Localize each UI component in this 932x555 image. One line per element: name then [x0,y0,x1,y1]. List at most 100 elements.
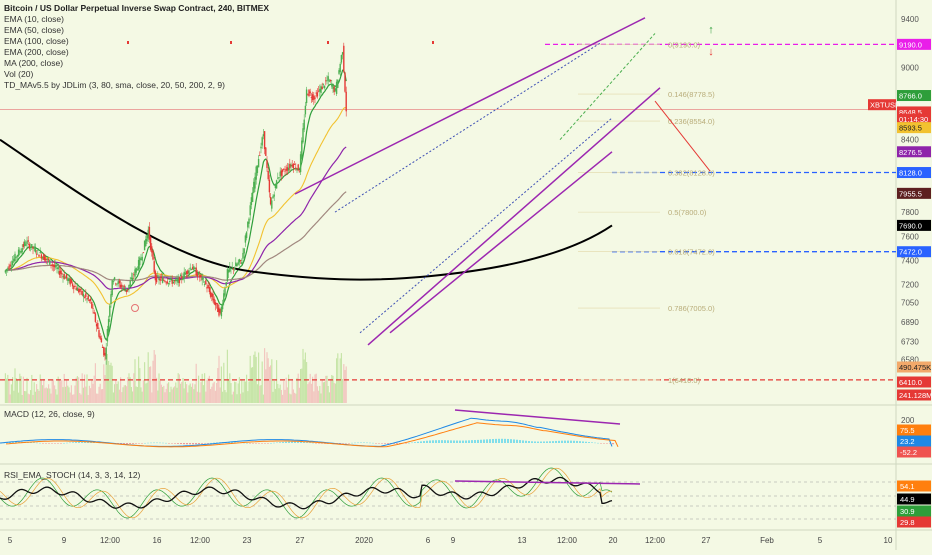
candle[interactable] [133,274,135,276]
candle[interactable] [75,287,77,291]
candle[interactable] [69,278,71,285]
candle[interactable] [334,88,337,91]
indicator-ema50[interactable]: EMA (50, close) [4,25,64,35]
candle[interactable] [205,280,207,285]
candle[interactable] [297,164,299,171]
candle[interactable] [33,246,35,249]
candle[interactable] [149,236,152,250]
candle[interactable] [253,181,255,193]
candle[interactable] [247,221,249,228]
candle[interactable] [34,248,37,253]
candle[interactable] [281,169,284,173]
candle[interactable] [111,280,113,296]
candle[interactable] [223,293,225,303]
candle[interactable] [70,279,73,283]
candle[interactable] [237,262,239,265]
candle[interactable] [197,272,200,275]
candle[interactable] [68,277,70,282]
candle[interactable] [326,80,328,82]
candle[interactable] [178,277,181,284]
candle[interactable] [92,308,94,309]
candle[interactable] [196,273,199,277]
candle[interactable] [17,249,20,256]
candle[interactable] [95,324,98,327]
candle[interactable] [39,251,41,254]
candle[interactable] [299,154,302,173]
candle[interactable] [289,163,291,169]
candle[interactable] [166,281,169,284]
candle[interactable] [260,146,262,149]
candle[interactable] [45,258,47,261]
rsi-label[interactable]: RSI_EMA_STOCH (14, 3, 3, 14, 12) [4,470,141,480]
candle[interactable] [220,306,223,317]
candle[interactable] [63,274,65,279]
candle[interactable] [283,168,285,170]
candle[interactable] [177,278,179,283]
candle[interactable] [71,283,74,287]
trend-channel-line[interactable] [389,151,613,334]
candle[interactable] [46,258,49,260]
candle[interactable] [122,287,124,290]
candle[interactable] [32,246,34,249]
candle[interactable] [136,269,139,270]
candle[interactable] [40,254,43,259]
candle[interactable] [76,287,79,291]
candle[interactable] [339,63,341,73]
candle[interactable] [304,105,307,115]
candle[interactable] [55,264,57,268]
indicator-td-ma[interactable]: TD_MAv5.5 by JDLim (3, 80, sma, close, 2… [4,80,225,90]
candle[interactable] [153,261,155,272]
candle[interactable] [134,269,136,277]
candle[interactable] [93,312,95,314]
indicator-ema200[interactable]: EMA (200, close) [4,47,69,57]
candle[interactable] [148,226,151,240]
candle[interactable] [4,270,7,273]
candle[interactable] [325,80,327,82]
candle[interactable] [256,165,259,173]
candle[interactable] [215,302,218,305]
candle[interactable] [86,298,88,300]
macd-label[interactable]: MACD (12, 26, close, 9) [4,409,95,419]
candle[interactable] [107,319,110,335]
candle[interactable] [163,279,165,281]
candle[interactable] [221,303,224,310]
candle[interactable] [275,180,278,189]
candle[interactable] [58,271,61,275]
candle[interactable] [176,280,178,282]
candle[interactable] [139,257,141,266]
candle[interactable] [10,265,13,267]
indicator-vol[interactable]: Vol (20) [4,69,34,79]
candle[interactable] [21,247,23,253]
candle[interactable] [323,85,326,89]
ema-200-line[interactable] [5,191,347,282]
candle[interactable] [157,275,159,277]
candle[interactable] [161,277,164,283]
candle[interactable] [53,264,56,268]
candle[interactable] [8,266,10,269]
candle[interactable] [340,55,343,63]
candle[interactable] [23,241,26,247]
candle[interactable] [103,347,105,356]
candle[interactable] [224,288,226,296]
candle[interactable] [290,164,292,167]
candle[interactable] [338,70,340,74]
candle[interactable] [141,256,143,261]
candle[interactable] [91,301,93,309]
candle[interactable] [200,274,202,278]
candle[interactable] [335,81,338,94]
candle[interactable] [333,86,335,93]
candle[interactable] [62,276,64,278]
candle[interactable] [152,250,154,260]
candle[interactable] [296,169,298,171]
candle[interactable] [183,271,185,279]
candle[interactable] [322,83,325,85]
candle[interactable] [328,80,331,82]
candle[interactable] [115,283,117,285]
candle[interactable] [295,167,297,170]
candle[interactable] [74,286,76,287]
candle[interactable] [67,278,69,281]
candle[interactable] [218,307,220,316]
candle[interactable] [217,303,219,313]
candle[interactable] [280,170,283,176]
candle[interactable] [98,330,100,337]
